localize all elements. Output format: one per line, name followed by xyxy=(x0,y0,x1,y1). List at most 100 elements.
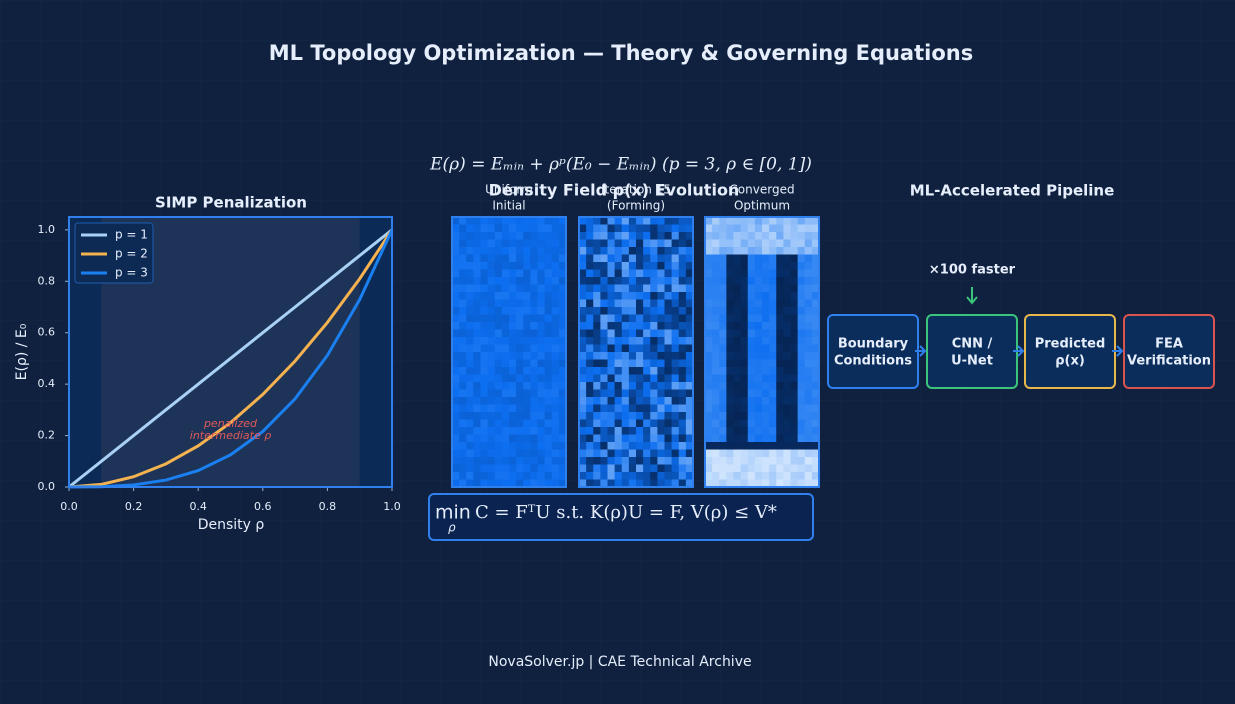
density-cell xyxy=(593,472,601,480)
density-cell xyxy=(740,464,749,473)
density-cell xyxy=(452,457,460,465)
density-cell xyxy=(593,329,601,338)
density-cell xyxy=(790,307,799,315)
density-cell xyxy=(537,382,546,390)
density-cell xyxy=(494,262,503,270)
density-cell xyxy=(579,419,587,428)
density-cell xyxy=(804,382,813,390)
density-cell xyxy=(614,254,623,263)
density-cell xyxy=(797,464,806,473)
density-cell xyxy=(558,299,567,308)
density-cell xyxy=(607,344,616,353)
density-cell xyxy=(530,442,538,450)
density-cell xyxy=(579,337,587,345)
density-cell xyxy=(636,344,644,353)
density-cell xyxy=(754,329,763,338)
density-cell xyxy=(712,239,720,248)
density-cell xyxy=(494,427,503,435)
density-cell xyxy=(636,382,644,390)
density-cell xyxy=(452,299,460,308)
density-cell xyxy=(733,389,742,398)
density-cell xyxy=(650,292,658,300)
density-cell xyxy=(523,457,531,465)
density-cell xyxy=(628,449,637,458)
density-cell xyxy=(804,412,813,420)
node-label: Verification xyxy=(1127,354,1211,369)
density-cell xyxy=(607,397,616,405)
panel-label: Optimum xyxy=(734,199,790,213)
panel-frame xyxy=(704,216,820,488)
density-cell xyxy=(804,479,813,488)
density-cell xyxy=(712,254,720,263)
density-cell xyxy=(811,404,820,413)
density-cell xyxy=(797,344,806,353)
optimization-subscript: ρ xyxy=(448,521,456,535)
density-cell xyxy=(811,367,820,375)
density-cell xyxy=(733,292,742,300)
density-cell xyxy=(586,352,594,360)
density-cell xyxy=(769,314,777,323)
density-cell xyxy=(657,352,665,360)
density-cell xyxy=(650,434,658,443)
density-cell xyxy=(747,224,756,233)
density-cell xyxy=(586,464,594,473)
density-cell xyxy=(776,449,784,458)
density-cell xyxy=(452,224,460,233)
density-cell xyxy=(705,397,713,405)
density-cell xyxy=(579,449,587,458)
density-cell xyxy=(607,374,616,383)
density-cell xyxy=(797,337,806,345)
density-cell xyxy=(537,427,546,435)
density-cell xyxy=(754,442,763,450)
density-cell xyxy=(523,277,531,285)
density-cell xyxy=(459,449,467,458)
density-cell xyxy=(614,374,623,383)
density-cell xyxy=(685,464,694,473)
density-cell xyxy=(509,359,517,368)
density-cell xyxy=(600,224,608,233)
density-cell xyxy=(747,314,756,323)
density-cell xyxy=(480,239,489,248)
density-cell xyxy=(671,217,680,225)
density-cell xyxy=(558,322,567,330)
density-cell xyxy=(733,277,742,285)
density-cell xyxy=(466,404,474,413)
density-cell xyxy=(664,457,673,465)
density-cell xyxy=(466,374,474,383)
density-cell xyxy=(754,479,763,488)
density-cell xyxy=(607,359,616,368)
density-cell xyxy=(628,472,637,480)
density-cell xyxy=(452,374,460,383)
density-cell xyxy=(762,434,770,443)
density-cell xyxy=(776,269,784,278)
density-cell xyxy=(719,389,727,398)
density-cell xyxy=(740,277,749,285)
density-cell xyxy=(523,442,531,450)
density-cell xyxy=(811,239,820,248)
density-cell xyxy=(480,449,489,458)
density-cell xyxy=(628,359,637,368)
density-cell xyxy=(473,329,481,338)
density-cell xyxy=(657,299,665,308)
density-cell xyxy=(600,299,608,308)
density-cell xyxy=(523,307,531,315)
density-cell xyxy=(614,337,623,345)
density-cell xyxy=(747,344,756,353)
density-cell xyxy=(501,284,510,293)
density-cell xyxy=(811,217,820,225)
density-cell xyxy=(459,382,467,390)
density-cell xyxy=(747,389,756,398)
density-cell xyxy=(509,284,517,293)
density-cell xyxy=(537,224,546,233)
density-cell xyxy=(685,292,694,300)
density-cell xyxy=(790,359,799,368)
density-cell xyxy=(811,322,820,330)
density-cell xyxy=(452,247,460,255)
density-cell xyxy=(671,299,680,308)
density-cell xyxy=(762,472,770,480)
density-cell xyxy=(671,472,680,480)
density-cell xyxy=(628,412,637,420)
y-tick-label: 0.0 xyxy=(38,480,56,493)
density-cell xyxy=(452,434,460,443)
density-cell xyxy=(530,329,538,338)
